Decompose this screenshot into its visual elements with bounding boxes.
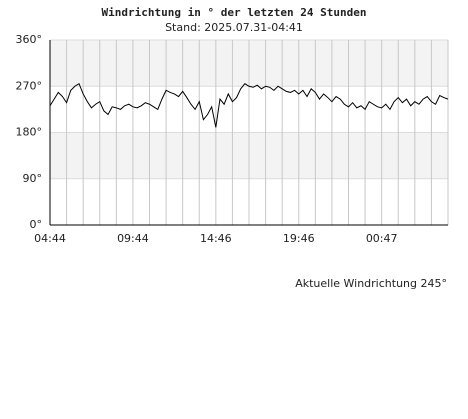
line [49, 82, 449, 128]
y-tick-label: 270° [16, 79, 43, 92]
y-tick-label: 360° [16, 33, 43, 46]
y-tick-label: 90° [23, 172, 43, 185]
x-tick-label: 09:44 [117, 232, 149, 245]
annotation: Aktuelle Windrichtung 245° [295, 277, 447, 290]
x-tick-label: 00:47 [366, 232, 398, 245]
y-tick-label: 180° [16, 126, 43, 139]
chart-subtitle: Stand: 2025.07.31-04:41 [165, 21, 303, 34]
y-tick-label: 0° [30, 218, 43, 231]
x-tick-label: 04:44 [34, 232, 66, 245]
x-tick-label: 19:46 [283, 232, 315, 245]
chart-title: Windrichtung in ° der letzten 24 Stunden [102, 6, 367, 19]
x-tick-label: 14:46 [200, 232, 232, 245]
